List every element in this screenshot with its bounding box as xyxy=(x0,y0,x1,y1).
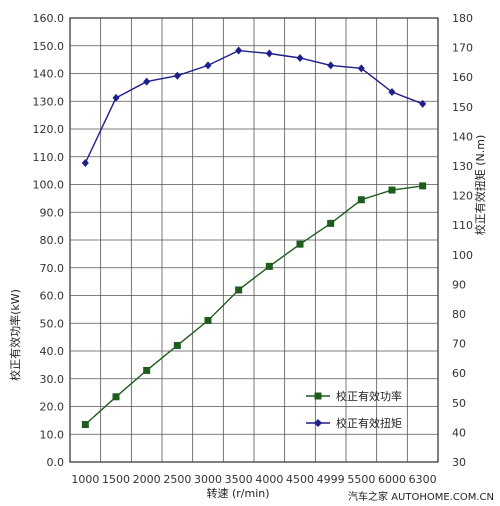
y-axis-left-label: 校正有效功率(kW) xyxy=(8,289,22,381)
legend-marker-torque xyxy=(314,419,322,427)
y-tick-label-right: 180 xyxy=(452,12,473,25)
x-tick-label: 3000 xyxy=(194,473,222,486)
x-tick-label: 5500 xyxy=(347,473,375,486)
y-tick-label-left: 110.0 xyxy=(33,151,65,164)
legend-item-power: 校正有效功率 xyxy=(306,389,402,403)
legend-label-power: 校正有效功率 xyxy=(336,389,402,403)
y-tick-label-left: 50.0 xyxy=(40,317,65,330)
x-tick-label: 6000 xyxy=(378,473,406,486)
y-tick-label-right: 80 xyxy=(452,308,466,321)
y-tick-label-right: 100 xyxy=(452,249,473,262)
y-tick-label-right: 40 xyxy=(452,426,466,439)
series-layer xyxy=(81,46,427,429)
y-tick-label-left: 60.0 xyxy=(40,290,65,303)
data-point xyxy=(265,49,273,58)
y-tick-label-right: 60 xyxy=(452,367,466,380)
data-point xyxy=(204,61,212,70)
y-tick-label-right: 90 xyxy=(452,278,466,291)
y-tick-label-right: 70 xyxy=(452,338,466,351)
series-line xyxy=(84,185,423,426)
y-tick-label-left: 100.0 xyxy=(33,179,65,192)
data-point xyxy=(296,240,304,248)
data-point xyxy=(143,77,151,86)
y-tick-label-left: 20.0 xyxy=(40,401,65,414)
x-tick-label: 4500 xyxy=(286,473,314,486)
watermark: 汽车之家 AUTOHOME.COM.CN xyxy=(348,490,494,503)
data-point xyxy=(112,93,120,102)
x-tick-label: 6300 xyxy=(409,473,437,486)
y-axis-right-label: 校正有效扭矩 (N.m) xyxy=(473,135,487,236)
right-y-axis-ticks: 30 40 50 60 70 80 90 100 110 120 130 140 150 160 170 18… xyxy=(452,12,473,469)
y-tick-label-right: 130 xyxy=(452,160,473,173)
legend-item-torque: 校正有效扭矩 xyxy=(306,416,402,430)
y-tick-label-left: 150.0 xyxy=(33,40,65,53)
x-tick-label: 2500 xyxy=(163,473,191,486)
y-tick-label-left: 10.0 xyxy=(40,428,65,441)
y-tick-label-left: 0.0 xyxy=(47,456,65,469)
x-tick-label: 1000 xyxy=(71,473,99,486)
series-power xyxy=(81,182,427,429)
y-tick-label-left: 120.0 xyxy=(33,123,65,136)
data-point xyxy=(388,186,396,194)
data-point xyxy=(235,46,243,55)
data-point xyxy=(327,219,335,227)
y-tick-label-right: 160 xyxy=(452,71,473,84)
data-point xyxy=(204,316,212,324)
y-tick-label-right: 30 xyxy=(452,456,466,469)
x-tick-label: 2000 xyxy=(133,473,161,486)
grid xyxy=(70,18,438,462)
data-point xyxy=(81,421,89,429)
data-point xyxy=(357,196,365,204)
y-tick-label-left: 80.0 xyxy=(40,234,65,247)
y-tick-label-right: 170 xyxy=(452,42,473,55)
x-tick-label: 4000 xyxy=(255,473,283,486)
y-tick-label-left: 160.0 xyxy=(33,12,65,25)
y-tick-label-left: 90.0 xyxy=(40,206,65,219)
y-tick-label-right: 50 xyxy=(452,397,466,410)
data-point xyxy=(419,99,427,108)
data-point xyxy=(143,366,151,374)
series-torque xyxy=(81,46,427,168)
data-point xyxy=(296,53,304,62)
data-point xyxy=(419,182,427,190)
y-tick-label-left: 40.0 xyxy=(40,345,65,358)
data-point xyxy=(81,159,89,168)
x-axis-ticks: 1000 1500 2000 2500 3000 3500 4000 4500 4999 5500… xyxy=(71,473,436,486)
data-point xyxy=(112,393,120,401)
y-tick-label-right: 110 xyxy=(452,219,473,232)
data-point xyxy=(357,64,365,73)
x-tick-label: 1500 xyxy=(102,473,130,486)
data-point xyxy=(265,262,273,270)
data-point xyxy=(173,341,181,349)
y-tick-label-right: 140 xyxy=(452,130,473,143)
y-tick-label-left: 130.0 xyxy=(33,95,65,108)
x-axis-label: 转速 (r/min) xyxy=(206,486,269,500)
x-tick-label: 4999 xyxy=(317,473,345,486)
legend-marker-power xyxy=(314,392,322,400)
data-point xyxy=(235,286,243,294)
y-tick-label-left: 30.0 xyxy=(40,373,65,386)
x-tick-label: 3500 xyxy=(225,473,253,486)
y-tick-label-right: 150 xyxy=(452,101,473,114)
left-y-axis-ticks: 0.0 10.0 20.0 30.0 40.0 50.0 60.0 70.0 80.0 90.0 1… xyxy=(33,12,65,469)
y-tick-label-left: 140.0 xyxy=(33,68,65,81)
legend-label-torque: 校正有效扭矩 xyxy=(336,416,402,430)
data-point xyxy=(173,71,181,80)
y-tick-label-left: 70.0 xyxy=(40,262,65,275)
y-tick-label-right: 120 xyxy=(452,190,473,203)
legend: 校正有效功率 校正有效扭矩 xyxy=(306,389,402,430)
data-point xyxy=(388,88,396,96)
data-point xyxy=(327,61,335,70)
series-line xyxy=(84,49,423,164)
